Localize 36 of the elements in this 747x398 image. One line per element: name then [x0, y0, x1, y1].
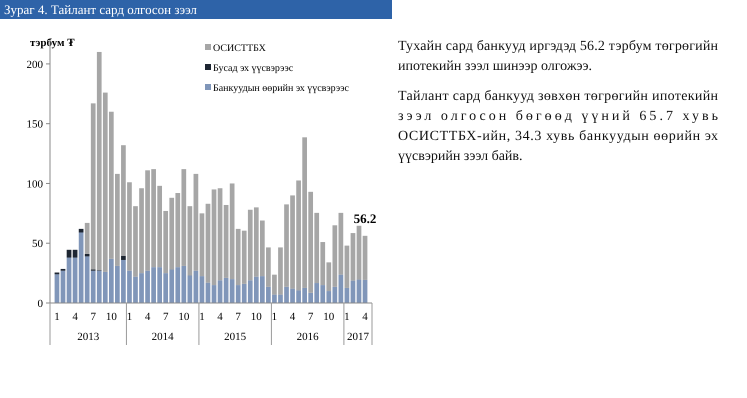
- text: 2013: [77, 331, 100, 343]
- y-axis-title: тэрбум ₮: [30, 37, 76, 49]
- legend-label: ОСИСТТБХ: [213, 43, 267, 54]
- x-tick-label: 7: [162, 311, 169, 323]
- text: 2015: [224, 331, 247, 343]
- x-tick-label: 1: [126, 311, 132, 323]
- chart-title: Зураг 4. Тайлант сард олгосон зээл: [4, 2, 198, 17]
- x-tick-label: 4: [290, 311, 296, 323]
- y-tick-label: 200: [26, 58, 44, 71]
- x-tick-label: 4: [362, 311, 368, 323]
- legend-label: Банкуудын өөрийн эх үүсвэрээс: [213, 83, 350, 94]
- y-tick-label: 150: [26, 118, 44, 131]
- x-tick-label: 1: [54, 311, 60, 323]
- y-tick-label: 100: [26, 178, 44, 190]
- x-tick-label: 10: [178, 311, 190, 323]
- x-tick-label: 4: [72, 311, 78, 323]
- y-tick-label: 0: [38, 298, 44, 310]
- text: 2016: [296, 331, 320, 343]
- legend-label: Бусад эх үүсвэрээс: [213, 63, 294, 74]
- x-tick-label: 1: [272, 311, 278, 323]
- x-tick-label: 10: [106, 311, 118, 323]
- x-tick-label: 4: [144, 311, 151, 323]
- x-tick-label: 7: [235, 311, 242, 323]
- x-tick-label: 1: [199, 311, 205, 323]
- y-tick-label: 50: [32, 238, 44, 250]
- x-tick-label: 4: [217, 311, 224, 323]
- text: 2017: [346, 331, 370, 343]
- text: Тайлант сард банкууд зөвхөн төгрөгийн ипотекийн зээл олгосон бөгөөд үүний 65.7 хувь ОСИСТТБХ-ийн, 34.3 хувь банкуудын өөрийн эх үүсвэрийн зээл байв.: [398, 89, 718, 164]
- x-tick-label: 7: [90, 311, 96, 323]
- text: 2014: [152, 331, 174, 343]
- x-tick-label: 7: [308, 311, 314, 323]
- x-tick-label: 10: [250, 311, 262, 323]
- x-tick-label: 1: [344, 311, 350, 323]
- text: Тухайн сард банкууд иргэдэд 56.2 тэрбум төгрөгийн ипотекийн зээл шинээр олгожээ.: [398, 39, 718, 74]
- x-tick-label: 10: [323, 311, 335, 323]
- total-label: 56.2: [354, 210, 376, 226]
